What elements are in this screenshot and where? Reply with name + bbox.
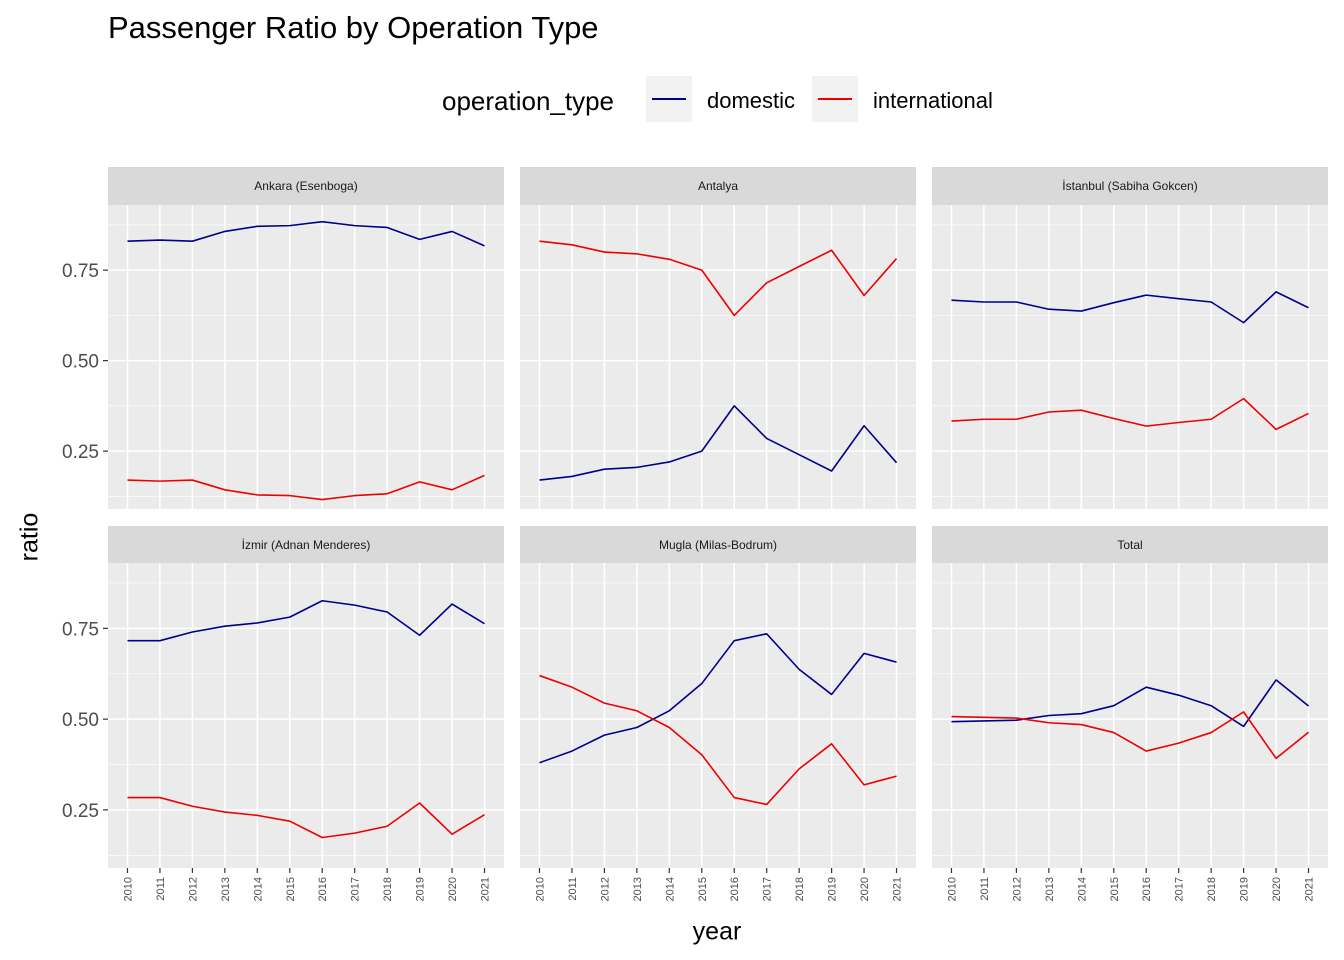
panel-background-istanbul-sabiha-gokcen [932, 205, 1328, 509]
x-tick-label: 2013 [220, 877, 232, 901]
panel-strip-label-istanbul-sabiha-gokcen: İstanbul (Sabiha Gokcen) [1062, 179, 1197, 193]
series-line-international-izmir-adnan-menderes [127, 796, 485, 839]
y-tick-label: 0.25 [62, 442, 99, 463]
y-tick-label: 0.75 [62, 261, 99, 282]
x-tick-label: 2017 [1174, 877, 1186, 901]
x-tick-label: 2016 [1141, 877, 1153, 901]
x-tick-label: 2018 [1206, 877, 1218, 901]
legend-key-domestic [646, 76, 692, 122]
x-tick-label: 2019 [827, 877, 839, 901]
x-tick-label: 2011 [155, 877, 167, 901]
series-line-domestic-mugla-milas-bodrum [539, 632, 897, 764]
x-tick-label: 2015 [697, 877, 709, 901]
x-tick-label: 2012 [1011, 877, 1023, 901]
x-tick-label: 2020 [1271, 877, 1283, 901]
x-tick-label: 2017 [350, 877, 362, 901]
x-tick-label: 2021 [480, 877, 492, 901]
series-line-domestic-izmir-adnan-menderes [127, 599, 485, 642]
y-tick-label: 0.25 [62, 801, 99, 822]
legend-label-domestic: domestic [707, 88, 796, 113]
series-line-international-total [951, 711, 1310, 760]
legend: operation_type domestic international [0, 76, 1344, 122]
panel-strip-izmir-adnan-menderes [108, 526, 504, 564]
x-tick-label: 2018 [382, 877, 394, 901]
legend-label-international: international [873, 88, 993, 113]
legend-key-line-international [818, 98, 852, 100]
x-tick-label: 2015 [285, 877, 297, 901]
series-line-international-istanbul-sabiha-gokcen [951, 397, 1309, 431]
series-line-domestic-istanbul-sabiha-gokcen [951, 291, 1309, 324]
legend-title: operation_type [442, 86, 615, 116]
x-tick-label: 2010 [122, 877, 134, 901]
x-tick-label: 2014 [252, 877, 264, 901]
x-axis-label: year [692, 917, 742, 946]
x-tick-label: 2020 [447, 877, 459, 901]
x-tick-label: 2015 [1109, 877, 1121, 901]
x-tick-label: 2010 [534, 877, 546, 901]
x-tick-label: 2013 [1044, 877, 1056, 901]
series-line-international-antalya [539, 240, 898, 317]
x-tick-label: 2016 [729, 877, 741, 901]
panel-background-izmir-adnan-menderes [108, 563, 504, 868]
series-line-domestic-ankara-esenboga [127, 220, 485, 247]
panel-strip-label-mugla-milas-bodrum: Mugla (Milas-Bodrum) [659, 538, 777, 552]
x-tick-label: 2011 [567, 877, 579, 901]
x-tick-label: 2011 [979, 877, 991, 901]
series-line-international-ankara-esenboga [127, 474, 485, 501]
x-tick-label: 2013 [632, 877, 644, 901]
x-tick-label: 2012 [187, 877, 199, 901]
panel-background-total [932, 563, 1328, 868]
x-tick-label: 2010 [946, 877, 958, 901]
x-tick-label: 2018 [794, 877, 806, 901]
panel-strip-antalya [520, 167, 916, 205]
panel-strip-total [932, 526, 1328, 564]
x-tick-label: 2017 [762, 877, 774, 901]
x-tick-label: 2012 [599, 877, 611, 901]
panel-background-ankara-esenboga [108, 205, 504, 509]
series-line-domestic-antalya [539, 405, 898, 481]
x-tick-label: 2019 [415, 877, 427, 901]
series-line-international-mugla-milas-bodrum [539, 674, 897, 806]
x-tick-label: 2014 [664, 877, 676, 901]
y-tick-label: 0.50 [62, 710, 99, 731]
legend-key-line-domestic [652, 98, 686, 100]
panel-strip-label-izmir-adnan-menderes: İzmir (Adnan Menderes) [242, 538, 371, 552]
y-tick-label: 0.75 [62, 619, 99, 640]
panel-strip-label-total: Total [1117, 538, 1142, 552]
x-tick-label: 2021 [1304, 877, 1316, 901]
panel-strip-label-ankara-esenboga: Ankara (Esenboga) [254, 179, 357, 193]
x-tick-label: 2019 [1239, 877, 1251, 901]
panel-background-mugla-milas-bodrum [520, 563, 916, 868]
panel-strip-mugla-milas-bodrum [520, 526, 916, 564]
x-tick-label: 2020 [859, 877, 871, 901]
x-tick-label: 2014 [1076, 877, 1088, 901]
x-tick-label: 2016 [317, 877, 329, 901]
panel-background-antalya [520, 205, 916, 509]
legend-key-international [812, 76, 858, 122]
y-tick-label: 0.50 [62, 352, 99, 373]
chart-title: Passenger Ratio by Operation Type [108, 10, 599, 45]
panel-strip-ankara-esenboga [108, 167, 504, 205]
x-tick-label: 2021 [892, 877, 904, 901]
panel-strip-istanbul-sabiha-gokcen [932, 167, 1328, 205]
panel-strip-label-antalya: Antalya [698, 179, 738, 193]
